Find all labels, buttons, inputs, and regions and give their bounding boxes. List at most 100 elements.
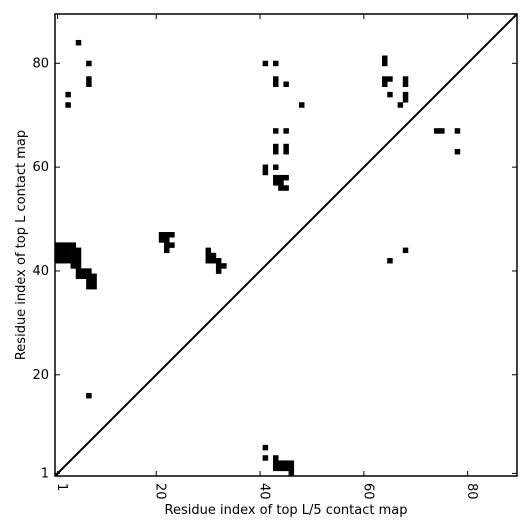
contact-cell-upper — [60, 257, 66, 264]
contact-cell-upper — [273, 128, 279, 134]
y-tick-label: 1 — [41, 466, 49, 481]
contact-cell-upper — [387, 76, 393, 82]
contact-cell-upper — [273, 148, 279, 155]
contact-cell-upper — [454, 128, 461, 134]
contact-cell-upper — [86, 81, 92, 87]
plot-frame — [54, 13, 518, 477]
contact-cell-upper — [205, 257, 212, 264]
x-tick-label: 80 — [464, 483, 479, 500]
contact-cell-lower — [273, 465, 279, 472]
contact-cell-upper — [210, 252, 217, 259]
contact-cell-upper — [402, 76, 409, 82]
contact-cell-upper — [60, 247, 66, 254]
contact-cell-lower — [288, 470, 295, 477]
contact-cell-upper — [387, 91, 393, 98]
contact-cell-upper — [86, 268, 92, 274]
contact-cell-lower — [273, 460, 279, 466]
contact-cell-upper — [278, 174, 284, 181]
contact-cell-upper — [164, 247, 170, 254]
contact-cell-upper — [86, 283, 92, 290]
contact-cell-upper — [382, 55, 388, 62]
contact-cell-upper — [70, 263, 77, 269]
contact-cell-upper — [55, 247, 61, 254]
contact-cell-lower — [283, 465, 289, 472]
contact-cell-upper — [80, 268, 87, 274]
contact-cell-upper — [70, 247, 77, 254]
contact-cell-upper — [283, 185, 289, 191]
contact-cell-upper — [70, 252, 77, 259]
contact-cell-upper — [283, 81, 289, 87]
contact-cell-upper — [382, 81, 388, 87]
contact-cell-upper — [70, 242, 77, 248]
contact-cell-upper — [205, 252, 212, 259]
contact-cell-upper — [164, 242, 170, 248]
contact-cell-upper — [439, 128, 445, 134]
contact-cell-upper — [91, 273, 97, 280]
contact-cell-upper — [402, 91, 409, 98]
x-tick-label: 40 — [257, 483, 272, 500]
contact-cell-upper — [75, 263, 82, 269]
contact-cell-upper — [65, 91, 71, 98]
contact-cell-upper — [210, 257, 217, 264]
contact-cell-upper — [402, 81, 409, 87]
x-tick-label: 20 — [153, 483, 168, 500]
contact-cell-upper — [164, 232, 170, 238]
contact-cell-upper — [169, 242, 175, 248]
contact-cell-upper — [402, 97, 409, 103]
contact-cell-upper — [283, 174, 289, 181]
contact-cell-upper — [60, 252, 66, 259]
contact-cell-upper — [65, 252, 71, 259]
contact-cell-lower — [262, 455, 269, 461]
y-tick-label: 20 — [32, 368, 49, 383]
y-axis-title: Residue index of top L contact map — [14, 130, 29, 360]
contact-cell-upper — [283, 148, 289, 155]
contact-cell-upper — [402, 247, 409, 254]
contact-cell-upper — [397, 102, 404, 108]
contact-cell-upper — [169, 232, 175, 238]
contact-cell-upper — [273, 174, 279, 181]
x-tick-label: 1 — [54, 483, 69, 491]
contact-cell-upper — [273, 143, 279, 150]
contact-cell-upper — [273, 81, 279, 87]
contact-cell-upper — [158, 237, 165, 243]
x-axis-title: Residue index of top L/5 contact map — [165, 503, 408, 518]
contact-cell-upper — [278, 185, 284, 191]
contact-cell-lower — [262, 444, 269, 451]
contact-cell-upper — [262, 169, 269, 176]
contact-cell-upper — [215, 263, 222, 269]
contact-cell-lower — [86, 392, 92, 399]
contact-cell-upper — [55, 242, 61, 248]
contact-cell-upper — [382, 76, 388, 82]
y-tick-label: 80 — [32, 56, 49, 71]
contact-cell-lower — [273, 455, 279, 461]
contact-cell-upper — [75, 257, 82, 264]
contact-cell-upper — [215, 257, 222, 264]
contact-cell-upper — [86, 278, 92, 285]
contact-cell-upper — [278, 180, 284, 186]
contact-cell-upper — [75, 268, 82, 274]
contact-cell-upper — [65, 102, 71, 108]
contact-cell-upper — [273, 60, 279, 67]
contact-cell-lower — [283, 460, 289, 466]
contact-cell-upper — [298, 102, 305, 108]
contact-cell-upper — [75, 252, 82, 259]
contact-cell-upper — [91, 278, 97, 285]
contact-cell-upper — [454, 148, 461, 155]
contact-cell-lower — [288, 465, 295, 472]
contact-cell-upper — [262, 164, 269, 171]
contact-cell-upper — [80, 273, 87, 280]
contact-cell-upper — [283, 143, 289, 150]
contact-cell-lower — [278, 465, 284, 472]
contact-cell-upper — [221, 263, 227, 269]
contact-cell-upper — [91, 283, 97, 290]
contact-cell-upper — [70, 257, 77, 264]
contact-cell-upper — [75, 39, 82, 46]
contact-cell-upper — [65, 257, 71, 264]
contact-cell-upper — [205, 247, 212, 254]
y-tick-label: 40 — [32, 264, 49, 279]
contact-cell-upper — [75, 247, 82, 254]
contact-cell-upper — [382, 60, 388, 67]
contact-cell-upper — [55, 252, 61, 259]
contact-cell-upper — [273, 164, 279, 171]
